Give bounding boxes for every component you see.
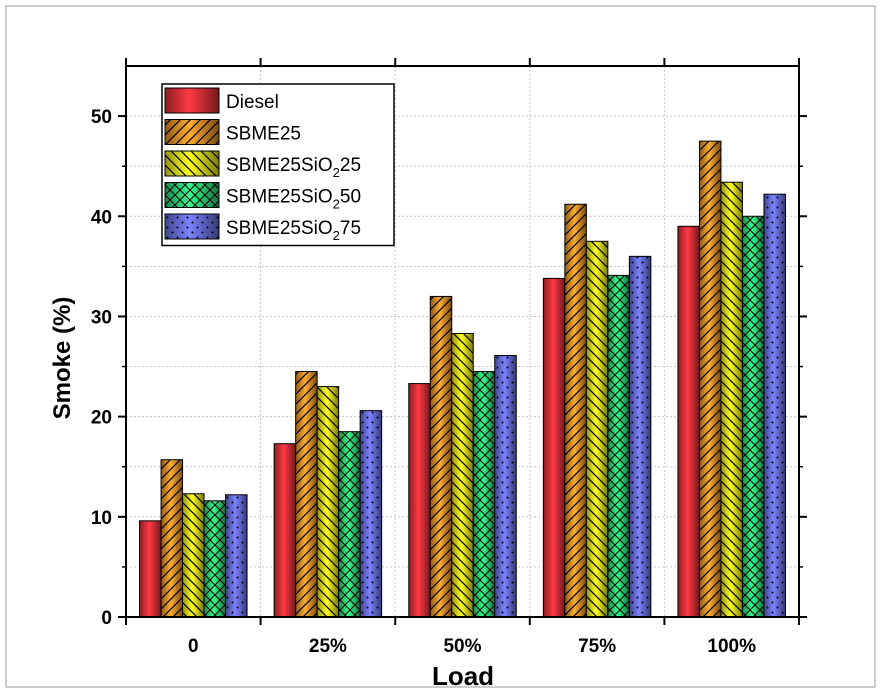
bar-Diesel-75% [542, 277, 566, 618]
bar-SBME25-0 [160, 459, 184, 618]
legend-item: SBME25SiO275 [164, 213, 361, 243]
bar-SBME25-100% [698, 140, 722, 618]
bar-SBME25-50% [429, 295, 453, 618]
legend-swatch-pattern [165, 214, 219, 239]
bar-Diesel-0 [139, 520, 162, 618]
bar-SBME25-25% [295, 371, 318, 618]
bar-pattern [317, 386, 339, 617]
bar [273, 443, 297, 618]
bar [139, 520, 162, 618]
y-axis-label: Smoke (%) [49, 297, 76, 420]
bar-SBME25SiO25-100% [720, 181, 743, 618]
x-tick-label: 100% [707, 636, 756, 657]
plot-frame [125, 65, 800, 618]
bar-pattern [295, 371, 318, 617]
bar-pattern [586, 241, 608, 617]
bar-SBME25SiO75-50% [494, 355, 517, 618]
bar-SBME25SiO25-25% [316, 386, 340, 618]
bar-pattern [607, 275, 630, 617]
bar-SBME25SiO50-25% [338, 431, 361, 618]
bar-SBME25SiO75-0 [225, 494, 248, 618]
bars-group [139, 140, 786, 618]
bar-pattern [763, 194, 786, 617]
bar-Diesel-25% [273, 443, 297, 618]
y-tick-label: 40 [91, 207, 112, 228]
legend-item: Diesel [164, 87, 279, 114]
bar-SBME25SiO25-50% [451, 332, 474, 618]
x-tick-label: 50% [443, 636, 481, 657]
bar-Diesel-50% [408, 383, 431, 618]
bar-pattern [473, 371, 495, 617]
x-tick-label: 25% [309, 636, 347, 657]
y-tick-label: 20 [91, 408, 112, 429]
bar-pattern [338, 431, 361, 617]
legend-item: SBME25SiO250 [164, 182, 361, 212]
legend-swatch-pattern [165, 151, 219, 176]
bar-pattern [430, 296, 452, 617]
legend-label: SBME25SiO225 [226, 155, 361, 180]
legend-swatch-pattern [165, 119, 219, 145]
legend-label: SBME25 [226, 124, 301, 145]
bar-SBME25SiO50-100% [741, 215, 765, 618]
bar-SBME25SiO50-0 [203, 500, 227, 618]
y-tick-label: 10 [91, 508, 112, 529]
y-axis-ticks: 0 10 20 30 40 50 [91, 107, 807, 629]
bar-pattern [225, 494, 248, 617]
y-tick-label: 30 [91, 307, 112, 328]
bar-pattern [451, 333, 474, 617]
bar-SBME25SiO25-0 [182, 493, 205, 618]
bar-SBME25SiO75-25% [359, 410, 383, 618]
bar-SBME25SiO50-50% [472, 371, 496, 618]
bar-SBME25-75% [564, 203, 587, 618]
bar-SBME25SiO50-75% [607, 274, 630, 618]
bar-pattern [699, 141, 721, 618]
bar-pattern [204, 500, 226, 617]
bar-Diesel-100% [677, 225, 700, 618]
legend-swatch [164, 87, 220, 114]
bar-pattern [182, 493, 205, 617]
bar [542, 277, 566, 618]
bar-SBME25SiO25-75% [585, 240, 609, 618]
bar-SBME25SiO75-100% [763, 193, 786, 618]
x-axis-label: Load [432, 661, 494, 691]
legend-swatch-pattern [165, 182, 219, 208]
bar-pattern [742, 216, 764, 618]
bar-pattern [494, 355, 517, 617]
x-axis-ticks: 0 25% 50% 75% 100% [125, 58, 800, 657]
y-tick-label: 50 [91, 107, 112, 128]
bar-pattern [720, 182, 743, 617]
legend-item: SBME25 [164, 119, 301, 145]
legend-label: Diesel [226, 92, 279, 113]
bar [408, 383, 431, 618]
bar-pattern [161, 459, 183, 617]
bar-pattern [360, 410, 382, 617]
bar-pattern [564, 204, 587, 617]
bar [677, 225, 700, 618]
legend: Diesel SBME25 SBME25SiO225 SBME25SiO250 SBME… [161, 83, 395, 247]
legend-label: SBME25SiO275 [226, 218, 361, 243]
bar-pattern [629, 256, 651, 617]
bar-SBME25SiO75-75% [628, 255, 652, 618]
y-tick-label: 0 [101, 608, 112, 629]
x-tick-label: 0 [188, 636, 199, 657]
x-tick-label: 75% [578, 636, 616, 657]
legend-item: SBME25SiO225 [164, 150, 361, 180]
legend-label: SBME25SiO250 [226, 187, 361, 212]
